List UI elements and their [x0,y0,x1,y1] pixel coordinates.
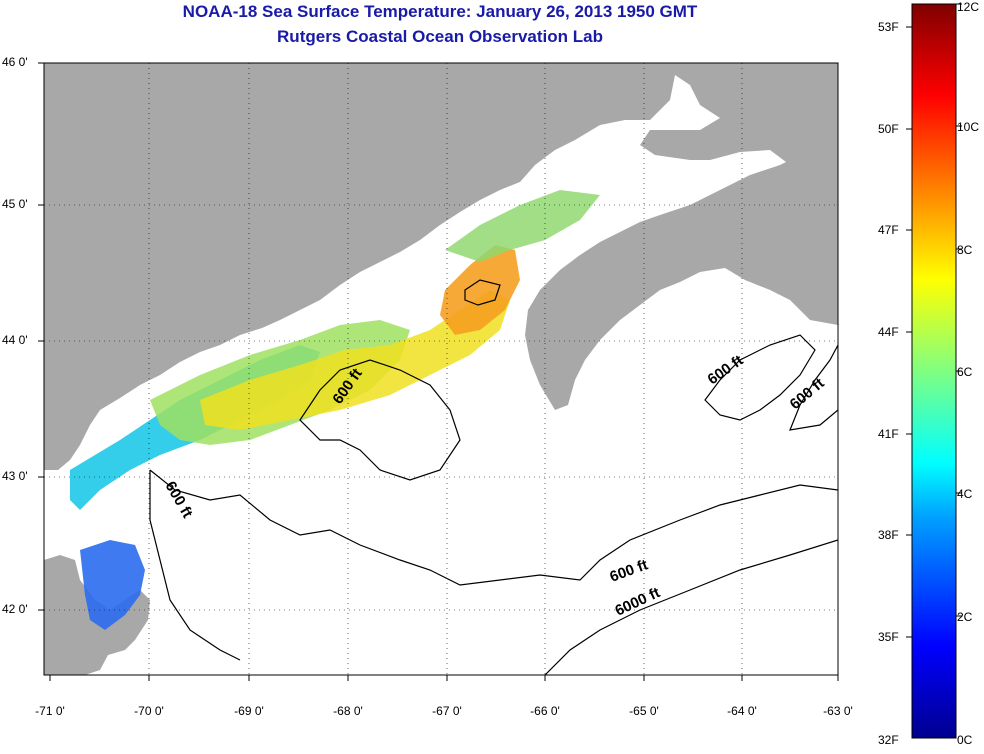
colorbar-c-label: 4C [957,487,973,501]
land-nova-scotia [525,148,838,410]
lon-tick-label: -68 0' [333,704,363,718]
lon-tick-label: -64 0' [727,704,757,718]
lon-tick-label: -70 0' [134,704,164,718]
sst-patch-blue-south [80,540,145,630]
lon-tick-label: -67 0' [432,704,462,718]
colorbar [911,3,957,739]
colorbar-ticks [906,3,962,638]
sst-patch-warm [440,245,520,335]
sst-patch-yellow [200,290,510,430]
map-title: NOAA-18 Sea Surface Temperature: January… [182,2,698,21]
contour-600ft-far-east [789,344,838,431]
colorbar-f-label: 32F [878,733,899,747]
colorbar-f-label: 38F [878,528,899,542]
map-subtitle: Rutgers Coastal Ocean Observation Lab [277,27,603,46]
colorbar-f-label: 50F [878,122,899,136]
colorbar-c-label: 8C [957,243,973,257]
contour-small-loop [464,279,501,306]
map-grid [44,63,838,675]
contour-600ft-inner [299,359,461,481]
lat-tick-label: 46 0' [2,55,28,69]
lon-tick-label: -66 0' [530,704,560,718]
colorbar-c-label: 12C [957,0,980,14]
contour-600ft-gulf [149,469,838,586]
colorbar-c-label: 10C [957,120,980,134]
colorbar-f-label: 41F [878,427,899,441]
map-ticks [38,62,839,681]
colorbar-f-label: 47F [878,223,899,237]
colorbar-c-label: 0C [957,733,973,747]
lat-tick-label: 44 0' [2,333,28,347]
colorbar-f-label: 35F [878,630,899,644]
lon-tick-label: -63 0' [823,704,853,718]
sst-patch-upper [445,190,600,262]
colorbar-c-label: 2C [957,610,973,624]
contour-600ft-west [149,470,241,661]
lon-tick-label: -71 0' [35,704,65,718]
lat-tick-label: 42 0' [2,602,28,616]
colorbar-f-label: 44F [878,325,899,339]
lon-tick-label: -65 0' [629,704,659,718]
lat-tick-label: 43 0' [2,469,28,483]
contour-6000ft [544,539,838,675]
contour-600ft-east [704,334,816,421]
lat-tick-label: 45 0' [2,197,28,211]
colorbar-f-label: 53F [878,20,899,34]
lon-tick-label: -69 0' [234,704,264,718]
colorbar-c-label: 6C [957,365,973,379]
map-frame [43,62,839,676]
land-mainland [44,63,838,470]
